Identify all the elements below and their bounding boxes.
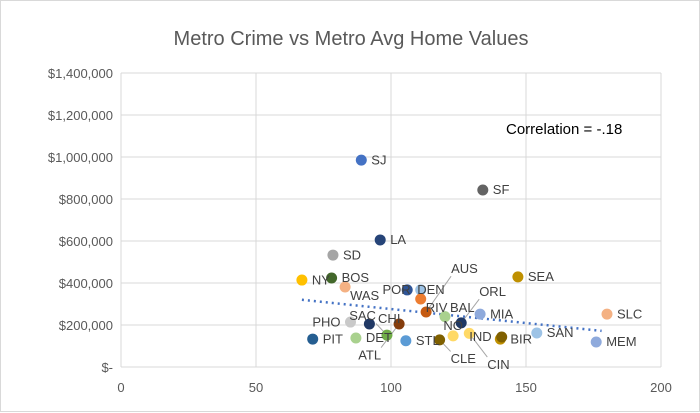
data-label-por: POR	[383, 282, 411, 297]
data-label-cin: CIN	[487, 357, 509, 372]
data-label-sea: SEA	[528, 269, 554, 284]
y-tick-label: $-	[101, 360, 113, 375]
data-label-cle: CLE	[451, 351, 477, 366]
data-point-ind	[496, 331, 508, 343]
data-point-sf	[477, 184, 489, 196]
data-point-sd	[327, 249, 339, 261]
data-label-sf: SF	[493, 182, 510, 197]
x-tick-label: 100	[380, 380, 402, 395]
data-label-bal: BAL	[450, 300, 475, 315]
data-point-was	[339, 281, 351, 293]
data-point-stl	[400, 335, 412, 347]
data-point-pho	[345, 316, 356, 328]
data-label-mia: MIA	[490, 306, 513, 321]
y-tick-label: $1,400,000	[48, 66, 113, 81]
axis-ticks: 0 50 100 150 200 $- $200,000 $400,000 $600,000 $8…	[48, 66, 672, 395]
data-point-aus	[420, 306, 432, 318]
x-tick-label: 200	[650, 380, 672, 395]
data-label-slc: SLC	[617, 306, 642, 321]
chart-title: Metro Crime vs Metro Avg Home Values	[174, 28, 529, 50]
x-tick-label: 50	[249, 380, 263, 395]
data-point-chi	[363, 318, 375, 330]
data-label-ind: IND	[469, 329, 491, 344]
y-tick-label: $1,200,000	[48, 108, 113, 123]
data-point-por	[415, 284, 427, 296]
data-point-mia	[474, 308, 486, 320]
y-tick-label: $200,000	[59, 318, 113, 333]
y-tick-label: $800,000	[59, 192, 113, 207]
trendline	[301, 298, 602, 333]
y-tick-label: $600,000	[59, 234, 113, 249]
data-label-aus: AUS	[451, 261, 478, 276]
data-label-sac: SAC	[349, 308, 376, 323]
data-point-no	[447, 330, 459, 342]
data-labels: SJ SF LA SEA PIT SLC MEM NY SAN SD BOS WAS DET DEN POR…	[312, 152, 642, 371]
data-label-orl: ORL	[479, 284, 506, 299]
data-label-riv: RIV	[426, 300, 448, 315]
data-label-bir: BIR	[510, 331, 532, 346]
data-point-mem	[590, 336, 602, 348]
data-label-bos: BOS	[342, 270, 370, 285]
data-label-pho: PHO	[312, 314, 340, 329]
data-label-pit: PIT	[323, 331, 343, 346]
data-points	[296, 154, 613, 348]
data-label-atl: ATL	[358, 347, 381, 362]
data-point-cle	[434, 334, 446, 346]
data-label-was: WAS	[350, 288, 379, 303]
data-label-ny: NY	[312, 272, 330, 287]
data-point-ny	[296, 274, 308, 286]
data-point-pit	[307, 333, 319, 345]
data-point-slc	[601, 308, 613, 320]
data-point-san	[531, 327, 543, 339]
data-point-den	[401, 284, 413, 296]
x-tick-label: 150	[515, 380, 537, 395]
x-tick-label: 0	[117, 380, 124, 395]
data-point-bal	[439, 311, 451, 323]
y-tick-label: $1,000,000	[48, 150, 113, 165]
data-label-sd: SD	[343, 247, 361, 262]
gridlines	[120, 72, 662, 368]
data-point-riv	[415, 293, 427, 305]
data-label-la: LA	[390, 232, 406, 247]
data-point-cin	[463, 327, 475, 339]
data-point-sea	[512, 271, 524, 283]
leader-line-aus	[425, 275, 452, 313]
correlation-annotation: Correlation = -.18	[506, 121, 622, 138]
data-label-den: DEN	[417, 282, 444, 297]
data-label-mem: MEM	[606, 334, 636, 349]
data-point-orl	[455, 317, 467, 329]
data-point-bos	[326, 272, 338, 284]
data-label-san: SAN	[547, 325, 574, 340]
data-point-det	[350, 332, 362, 344]
data-point-sj	[355, 154, 367, 166]
data-label-sj: SJ	[371, 152, 386, 167]
data-point-atl	[393, 318, 405, 330]
data-label-det: DET	[366, 330, 392, 345]
data-point-la	[374, 234, 386, 246]
data-label-chi: CHI	[378, 311, 400, 326]
data-label-no: NO	[443, 318, 463, 333]
data-label-stl: STL	[416, 333, 440, 348]
data-point-sac	[381, 329, 393, 341]
y-tick-label: $400,000	[59, 276, 113, 291]
